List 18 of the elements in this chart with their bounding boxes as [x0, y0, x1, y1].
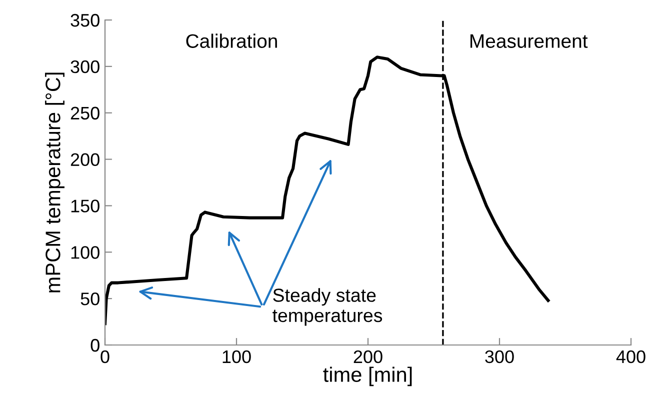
x-tick-label: 300	[485, 350, 514, 364]
y-tick-label: 250	[70, 106, 100, 120]
y-tick-label: 150	[71, 200, 100, 212]
x-tick-label: 0	[100, 350, 110, 364]
y-tick-label: 350	[70, 14, 100, 27]
x-tick-label: 100	[222, 350, 251, 364]
annotation: Calibration	[186, 34, 277, 48]
y-axis-title: mPCM temperature [°C]	[45, 72, 64, 292]
y-tick-label: 0	[90, 338, 100, 352]
y-tick-label: 200	[70, 153, 100, 166]
y-tick-label: 300	[70, 60, 100, 74]
y-tick-label: 50	[80, 292, 100, 306]
annotation: Measurement	[470, 34, 588, 48]
y-tick-label: 100	[71, 246, 100, 259]
x-tick-label: 200	[354, 350, 382, 364]
x-axis-title: time [min]	[323, 366, 412, 386]
annotation: Steady state temperatures	[272, 288, 382, 326]
x-tick-label: 400	[616, 350, 646, 364]
